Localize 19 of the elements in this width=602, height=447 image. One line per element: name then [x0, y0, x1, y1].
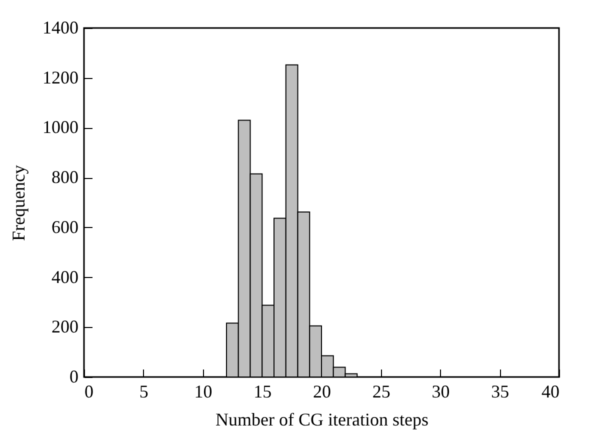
x-tick-label: 0 [84, 382, 94, 402]
y-tick-label: 0 [70, 366, 78, 386]
x-axis-title: Number of CG iteration steps [216, 410, 428, 430]
x-tick-label: 25 [372, 382, 390, 402]
y-tick-label: 1200 [42, 67, 78, 88]
x-tick-label: 20 [313, 382, 331, 402]
y-tick-label: 200 [52, 316, 78, 337]
y-axis-title: Frequency [8, 165, 28, 241]
x-tick-label: 5 [139, 382, 148, 402]
y-tick-label: 600 [52, 216, 78, 237]
x-tick-label: 40 [542, 382, 560, 402]
y-tick-label: 1400 [42, 18, 78, 38]
x-tick-label: 15 [254, 382, 272, 402]
y-tick-label: 1000 [42, 117, 78, 138]
x-tick-label: 10 [194, 382, 212, 402]
x-tick-label: 35 [491, 382, 510, 402]
y-tick-label: 400 [52, 266, 78, 287]
x-tick-label: 30 [432, 382, 450, 402]
y-tick-label: 800 [52, 167, 78, 188]
